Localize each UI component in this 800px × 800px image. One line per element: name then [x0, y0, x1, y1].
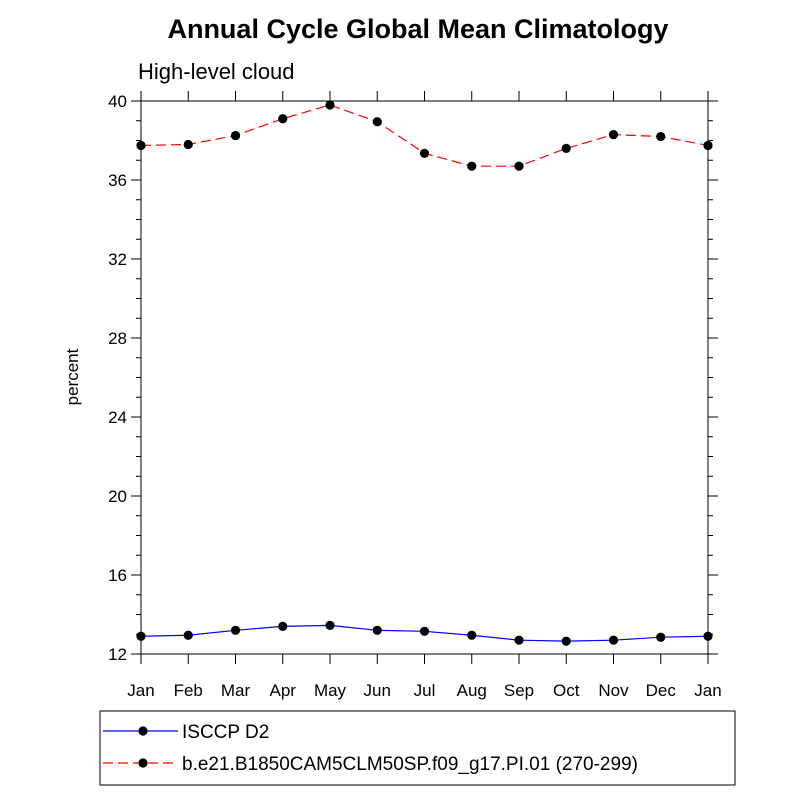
y-tick-label: 12: [108, 645, 127, 664]
data-point-s1: [136, 140, 146, 151]
data-point-s0: [372, 625, 382, 635]
plot-frame: [140, 100, 709, 655]
y-tick-label: 20: [108, 487, 127, 506]
x-tick-label: Feb: [174, 681, 203, 700]
series-layer: [136, 100, 713, 646]
x-tick-label: Jan: [694, 681, 721, 700]
data-point-s0: [703, 631, 713, 641]
data-point-s0: [278, 621, 288, 631]
x-tick-label: Jan: [127, 681, 154, 700]
y-tick-label: 32: [108, 250, 127, 269]
legend-box: [99, 710, 736, 786]
x-tick-label: Sep: [504, 681, 534, 700]
y-tick-label: 16: [108, 566, 127, 585]
data-point-s0: [608, 635, 619, 645]
x-tick-label: Nov: [598, 681, 629, 700]
x-tick-label: Jun: [364, 681, 391, 700]
x-tick-label: Apr: [270, 681, 297, 700]
y-tick-label: 24: [108, 408, 127, 427]
data-point-s1: [419, 148, 430, 158]
legend-marker-0: [138, 726, 148, 736]
data-point-s0: [561, 636, 571, 646]
data-point-s0: [136, 631, 146, 641]
data-point-s1: [703, 140, 713, 151]
data-point-s1: [561, 143, 571, 153]
data-point-s0: [325, 620, 335, 630]
chart-title: Annual Cycle Global Mean Climatology: [167, 14, 668, 44]
x-tick-label: May: [314, 681, 347, 700]
y-tick-label: 28: [108, 329, 127, 348]
chart-subtitle: High-level cloud: [138, 59, 295, 84]
y-tick-label: 40: [108, 92, 127, 111]
data-point-s0: [419, 626, 430, 636]
x-tick-label: Oct: [553, 681, 580, 700]
y-tick-label: 36: [108, 171, 127, 190]
data-point-s1: [325, 100, 335, 110]
data-point-s1: [372, 117, 382, 127]
x-tick-label: Aug: [457, 681, 487, 700]
data-point-s0: [467, 630, 477, 640]
data-point-s0: [514, 635, 524, 645]
x-tick-label: Mar: [221, 681, 251, 700]
data-point-s0: [230, 625, 241, 635]
x-tick-label: Jul: [414, 681, 436, 700]
data-point-s1: [467, 161, 477, 171]
data-point-s1: [278, 114, 288, 124]
legend-marker-1: [138, 758, 148, 768]
data-point-s0: [656, 632, 666, 642]
y-axis-label: percent: [63, 348, 82, 405]
data-point-s1: [608, 129, 619, 140]
y-axis: 12 16 20 24 28 32 36 40: [108, 92, 718, 664]
data-point-s0: [183, 630, 193, 640]
legend-label-1: b.e21.B1850CAM5CLM50SP.f09_g17.PI.01 (27…: [182, 754, 638, 775]
data-point-s1: [656, 131, 666, 142]
data-point-s1: [514, 161, 524, 171]
x-axis: Jan Feb Mar Apr May Jun Jul Aug Sep Oct Nov Dec Jan: [127, 91, 722, 700]
data-point-s1: [183, 139, 193, 150]
legend: ISCCP D2 b.e21.B1850CAM5CLM50SP.f09_g17.P…: [103, 722, 638, 775]
x-tick-label: Dec: [646, 681, 677, 700]
data-point-s1: [230, 130, 241, 141]
legend-label-0: ISCCP D2: [182, 722, 269, 743]
